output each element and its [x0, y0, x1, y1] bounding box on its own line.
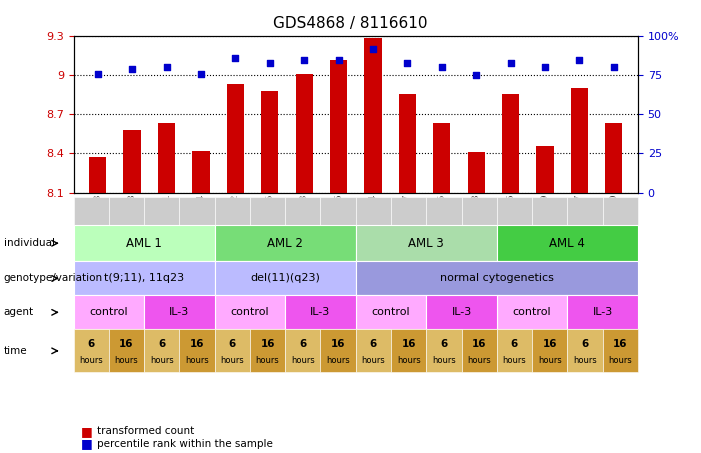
Text: genotype/variation: genotype/variation — [4, 273, 102, 284]
Text: hours: hours — [326, 356, 350, 365]
Bar — [192, 151, 210, 193]
Text: IL-3: IL-3 — [169, 307, 189, 318]
Bar — [123, 130, 141, 193]
Bar — [261, 91, 278, 193]
Bar — [399, 94, 416, 193]
Text: 16: 16 — [331, 338, 346, 348]
Text: AML 3: AML 3 — [409, 237, 444, 250]
Point — [230, 54, 241, 62]
Bar — [226, 84, 244, 193]
Bar — [571, 88, 588, 193]
Point — [264, 59, 275, 67]
Point — [126, 65, 137, 72]
Text: 6: 6 — [581, 338, 589, 348]
Text: IL-3: IL-3 — [592, 307, 613, 318]
Point — [161, 64, 172, 71]
Text: 16: 16 — [543, 338, 557, 348]
Text: individual: individual — [4, 238, 55, 248]
Text: GDS4868 / 8116610: GDS4868 / 8116610 — [273, 16, 428, 31]
Bar — [433, 124, 450, 193]
Text: control: control — [90, 307, 128, 318]
Text: 16: 16 — [402, 338, 416, 348]
Text: ■: ■ — [81, 425, 93, 438]
Point — [196, 70, 207, 77]
Text: AML 4: AML 4 — [550, 237, 585, 250]
Text: 6: 6 — [158, 338, 165, 348]
Text: hours: hours — [573, 356, 597, 365]
Text: 6: 6 — [299, 338, 306, 348]
Text: 16: 16 — [260, 338, 275, 348]
Text: hours: hours — [256, 356, 280, 365]
Text: 6: 6 — [369, 338, 377, 348]
Text: control: control — [372, 307, 410, 318]
Bar — [502, 94, 519, 193]
Text: hours: hours — [291, 356, 315, 365]
Point — [367, 45, 379, 53]
Text: control: control — [513, 307, 552, 318]
Text: hours: hours — [79, 356, 103, 365]
Text: ■: ■ — [81, 438, 93, 450]
Text: hours: hours — [468, 356, 491, 365]
Text: hours: hours — [608, 356, 632, 365]
Bar — [365, 38, 381, 193]
Text: control: control — [231, 307, 269, 318]
Text: transformed count: transformed count — [97, 426, 194, 436]
Text: 6: 6 — [88, 338, 95, 348]
Point — [470, 72, 482, 79]
Text: hours: hours — [185, 356, 209, 365]
Point — [436, 64, 447, 71]
Bar — [158, 124, 175, 193]
Text: 16: 16 — [190, 338, 204, 348]
Text: IL-3: IL-3 — [451, 307, 472, 318]
Text: time: time — [4, 346, 27, 356]
Text: hours: hours — [538, 356, 562, 365]
Text: 16: 16 — [472, 338, 486, 348]
Point — [505, 59, 516, 67]
Text: hours: hours — [503, 356, 526, 365]
Text: AML 2: AML 2 — [267, 237, 303, 250]
Text: hours: hours — [432, 356, 456, 365]
Text: 6: 6 — [511, 338, 518, 348]
Bar — [89, 157, 107, 193]
Bar — [296, 74, 313, 193]
Text: hours: hours — [115, 356, 138, 365]
Text: AML 1: AML 1 — [126, 237, 162, 250]
Point — [299, 56, 310, 63]
Text: 16: 16 — [613, 338, 627, 348]
Text: 6: 6 — [440, 338, 447, 348]
Bar — [536, 146, 554, 193]
Text: agent: agent — [4, 307, 34, 318]
Text: 16: 16 — [119, 338, 134, 348]
Bar — [468, 152, 485, 193]
Text: hours: hours — [220, 356, 244, 365]
Point — [539, 64, 550, 71]
Text: del(11)(q23): del(11)(q23) — [250, 273, 320, 284]
Text: hours: hours — [362, 356, 386, 365]
Text: hours: hours — [150, 356, 174, 365]
Point — [333, 56, 344, 63]
Text: IL-3: IL-3 — [311, 307, 331, 318]
Point — [608, 64, 620, 71]
Text: hours: hours — [397, 356, 421, 365]
Text: 6: 6 — [229, 338, 236, 348]
Bar — [605, 124, 622, 193]
Point — [92, 70, 103, 77]
Bar — [330, 60, 347, 193]
Text: percentile rank within the sample: percentile rank within the sample — [97, 439, 273, 449]
Text: normal cytogenetics: normal cytogenetics — [440, 273, 554, 284]
Point — [574, 56, 585, 63]
Text: t(9;11), 11q23: t(9;11), 11q23 — [104, 273, 184, 284]
Point — [402, 59, 413, 67]
